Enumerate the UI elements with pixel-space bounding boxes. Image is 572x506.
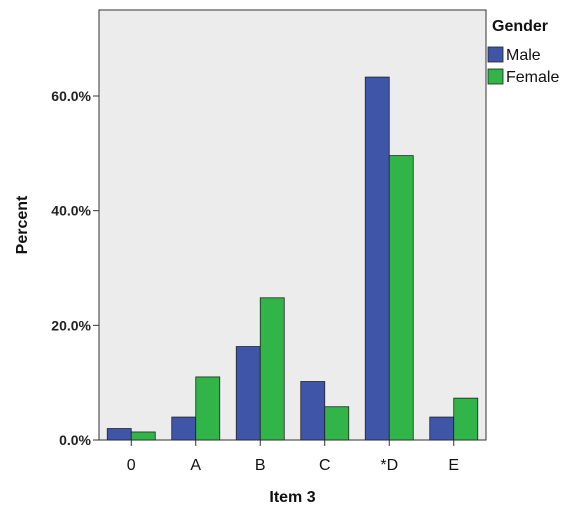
bar-male xyxy=(301,382,325,440)
x-tick-label: A xyxy=(190,457,201,474)
x-tick-label: *D xyxy=(380,457,398,474)
x-axis-title: Item 3 xyxy=(269,489,315,506)
y-tick-label: 60.0% xyxy=(51,88,91,104)
y-axis: 0.0% 20.0% 40.0% 60.0% xyxy=(51,88,99,448)
bar-male xyxy=(172,417,196,440)
y-tick-label: 20.0% xyxy=(51,317,91,333)
x-tick-label: 0 xyxy=(127,457,136,474)
bar-male xyxy=(236,347,260,440)
legend-swatch-female xyxy=(488,69,503,84)
bar-female xyxy=(325,407,349,440)
bar-male xyxy=(430,417,454,440)
x-axis: 0 A B C *D E xyxy=(127,440,459,474)
legend: Gender Male Female xyxy=(488,18,559,86)
bar-female xyxy=(454,398,478,440)
bar-male xyxy=(107,429,131,440)
bar-female xyxy=(131,432,155,440)
x-tick-label: E xyxy=(448,457,459,474)
y-axis-title: Percent xyxy=(14,195,31,254)
bar-female xyxy=(196,377,220,440)
x-tick-label: C xyxy=(319,457,331,474)
bar-female xyxy=(389,156,413,440)
legend-label-female: Female xyxy=(506,69,559,86)
x-tick-label: B xyxy=(255,457,266,474)
bar-male xyxy=(365,77,389,440)
bar-female xyxy=(260,298,284,440)
plot-area xyxy=(99,10,486,440)
legend-swatch-male xyxy=(488,47,503,62)
y-tick-label: 0.0% xyxy=(59,432,91,448)
legend-title: Gender xyxy=(492,18,548,35)
legend-label-male: Male xyxy=(506,47,541,64)
y-tick-label: 40.0% xyxy=(51,203,91,219)
